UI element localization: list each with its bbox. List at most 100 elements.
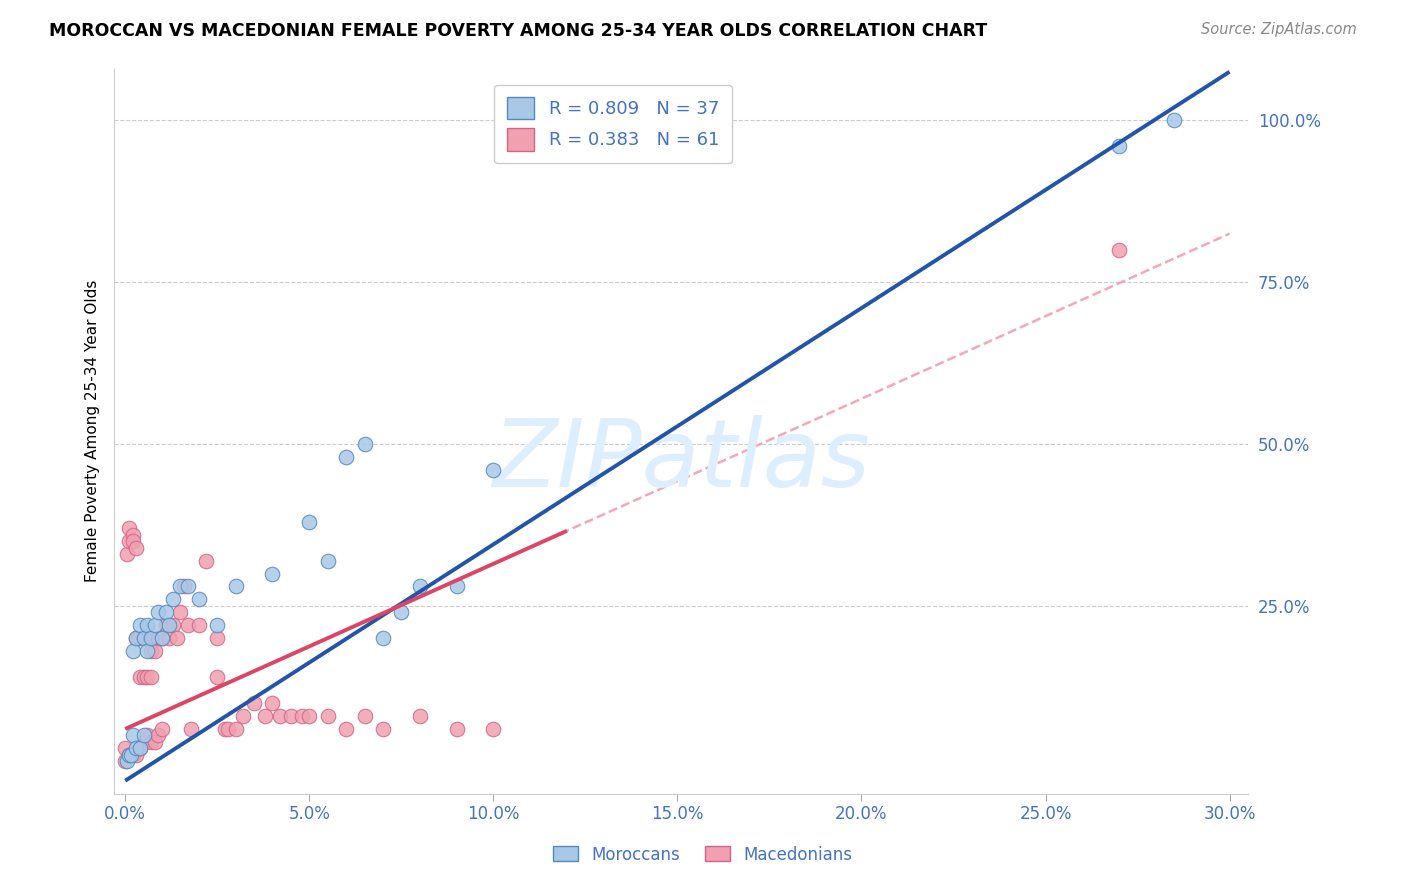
Point: [409, 579, 432, 593]
Point: [121, 728, 143, 742]
Point: [169, 579, 191, 593]
Point: [148, 606, 170, 620]
Point: [157, 632, 180, 646]
Point: [389, 606, 412, 620]
Point: [162, 592, 184, 607]
Point: [269, 709, 291, 723]
Point: [371, 632, 394, 646]
Point: [136, 618, 159, 632]
Point: [139, 632, 162, 646]
Point: [125, 632, 148, 646]
Point: [115, 754, 138, 768]
Point: [155, 606, 177, 620]
Point: [148, 728, 170, 742]
Point: [262, 696, 284, 710]
Point: [129, 741, 152, 756]
Point: [254, 709, 277, 723]
Point: [129, 618, 152, 632]
Point: [143, 644, 166, 658]
Point: [409, 709, 432, 723]
Point: [1163, 113, 1185, 128]
Point: [207, 670, 229, 684]
Point: [166, 632, 188, 646]
Point: [353, 709, 375, 723]
Point: [180, 722, 202, 736]
Point: [114, 754, 136, 768]
Point: [143, 735, 166, 749]
Point: [139, 735, 162, 749]
Point: [150, 632, 173, 646]
Point: [125, 632, 148, 646]
Point: [177, 579, 200, 593]
Point: [335, 722, 357, 736]
Point: [114, 741, 136, 756]
Point: [132, 735, 155, 749]
Point: [136, 632, 159, 646]
Point: [118, 747, 141, 762]
Point: [1108, 139, 1130, 153]
Text: MOROCCAN VS MACEDONIAN FEMALE POVERTY AMONG 25-34 YEAR OLDS CORRELATION CHART: MOROCCAN VS MACEDONIAN FEMALE POVERTY AM…: [49, 22, 987, 40]
Point: [121, 527, 143, 541]
Point: [169, 606, 191, 620]
Point: [115, 547, 138, 561]
Point: [129, 632, 152, 646]
Legend: R = 0.809   N = 37, R = 0.383   N = 61: R = 0.809 N = 37, R = 0.383 N = 61: [495, 85, 731, 163]
Point: [353, 437, 375, 451]
Point: [187, 592, 209, 607]
Point: [139, 670, 162, 684]
Point: [132, 728, 155, 742]
Point: [148, 632, 170, 646]
Point: [129, 741, 152, 756]
Point: [150, 722, 173, 736]
Legend: Moroccans, Macedonians: Moroccans, Macedonians: [547, 839, 859, 871]
Point: [132, 670, 155, 684]
Point: [121, 644, 143, 658]
Point: [150, 632, 173, 646]
Point: [173, 579, 195, 593]
Point: [125, 741, 148, 756]
Point: [225, 722, 247, 736]
Point: [316, 709, 339, 723]
Point: [125, 747, 148, 762]
Point: [155, 618, 177, 632]
Point: [162, 618, 184, 632]
Point: [316, 553, 339, 567]
Point: [132, 632, 155, 646]
Y-axis label: Female Poverty Among 25-34 Year Olds: Female Poverty Among 25-34 Year Olds: [86, 280, 100, 582]
Point: [195, 553, 218, 567]
Point: [136, 670, 159, 684]
Point: [121, 534, 143, 549]
Point: [291, 709, 314, 723]
Point: [225, 579, 247, 593]
Point: [143, 618, 166, 632]
Point: [121, 747, 143, 762]
Point: [129, 670, 152, 684]
Point: [187, 618, 209, 632]
Point: [132, 632, 155, 646]
Point: [446, 579, 468, 593]
Point: [232, 709, 254, 723]
Point: [139, 644, 162, 658]
Point: [157, 618, 180, 632]
Point: [136, 644, 159, 658]
Point: [1108, 243, 1130, 257]
Point: [118, 534, 141, 549]
Point: [371, 722, 394, 736]
Point: [214, 722, 236, 736]
Point: [482, 722, 505, 736]
Point: [120, 747, 142, 762]
Point: [298, 709, 321, 723]
Text: Source: ZipAtlas.com: Source: ZipAtlas.com: [1201, 22, 1357, 37]
Point: [207, 632, 229, 646]
Point: [280, 709, 302, 723]
Point: [262, 566, 284, 581]
Point: [335, 450, 357, 464]
Point: [118, 521, 141, 535]
Point: [446, 722, 468, 736]
Point: [482, 463, 505, 477]
Point: [125, 541, 148, 555]
Point: [136, 728, 159, 742]
Point: [217, 722, 239, 736]
Text: ZIPatlas: ZIPatlas: [492, 415, 870, 506]
Point: [207, 618, 229, 632]
